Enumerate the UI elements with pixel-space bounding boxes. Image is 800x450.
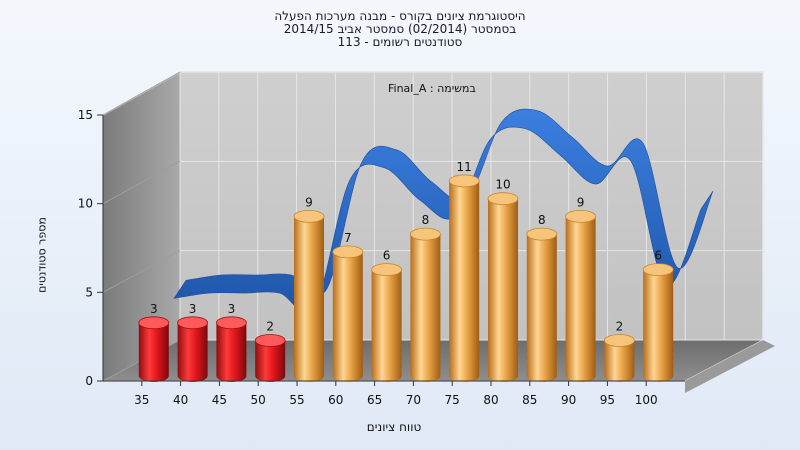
x-tick-label: 95 bbox=[600, 393, 615, 407]
title-line-3: סטודנטים רשומים - 113 bbox=[337, 35, 463, 49]
x-tick-label: 45 bbox=[212, 393, 227, 407]
chart-title: היסטוגרמת ציונים בקורס - מבנה מערכות הפע… bbox=[0, 10, 800, 49]
bar-body bbox=[449, 180, 480, 382]
bar-body bbox=[565, 216, 596, 382]
bar-top bbox=[487, 192, 519, 206]
bar-70: 8 bbox=[409, 213, 441, 382]
bar-top bbox=[642, 263, 674, 277]
grid-wall-line bbox=[102, 250, 181, 293]
y-tick-label: 5 bbox=[85, 285, 93, 299]
bar-top bbox=[565, 209, 596, 223]
bar-top bbox=[604, 334, 635, 347]
bar-top bbox=[293, 209, 325, 223]
bar-top bbox=[332, 245, 364, 259]
bar-50: 2 bbox=[254, 320, 286, 382]
bar-value-label: 2 bbox=[266, 320, 274, 334]
x-tick-label: 40 bbox=[173, 393, 188, 407]
bar-body bbox=[488, 198, 518, 382]
bar-top bbox=[371, 263, 403, 277]
bar-100: 6 bbox=[642, 249, 674, 382]
bar-85: 8 bbox=[526, 213, 558, 382]
x-tick-label: 80 bbox=[483, 393, 498, 407]
bar-value-label: 7 bbox=[344, 231, 352, 245]
bar-55: 9 bbox=[293, 195, 325, 382]
bar-95: 2 bbox=[604, 320, 635, 382]
bar-body bbox=[410, 234, 441, 382]
x-tick-label: 75 bbox=[445, 393, 460, 407]
bar-90: 9 bbox=[565, 195, 596, 382]
y-tick-label: 15 bbox=[78, 108, 93, 122]
x-tick-label: 70 bbox=[406, 393, 421, 407]
bar-body bbox=[526, 234, 557, 382]
bar-body bbox=[255, 340, 286, 382]
bar-top bbox=[138, 316, 170, 330]
bar-value-label: 3 bbox=[228, 302, 236, 316]
bar-value-label: 9 bbox=[577, 195, 585, 209]
x-tick-label: 65 bbox=[367, 393, 382, 407]
bar-top bbox=[526, 227, 558, 241]
bar-value-label: 3 bbox=[150, 302, 158, 316]
bar-value-label: 6 bbox=[654, 249, 662, 263]
y-tick-label: 0 bbox=[85, 374, 93, 388]
x-tick-label: 35 bbox=[134, 393, 149, 407]
axes: 0 5 10 15 35 40 45 50 55 60 65 70 75 80 85 90 95 100 bbox=[78, 108, 685, 407]
bar-body bbox=[294, 216, 324, 382]
bar-75: 11 bbox=[448, 160, 480, 382]
x-tick-label: 55 bbox=[289, 393, 304, 407]
grid-wall-line bbox=[102, 71, 181, 116]
bar-top bbox=[177, 316, 209, 330]
x-tick-label: 85 bbox=[522, 393, 537, 407]
bar-body bbox=[643, 269, 674, 382]
x-tick-label: 60 bbox=[328, 393, 343, 407]
bar-60: 7 bbox=[332, 231, 364, 382]
bar-value-label: 10 bbox=[495, 178, 510, 192]
task-label: במשימה : Final_A bbox=[388, 82, 476, 95]
bar-35: 3 bbox=[138, 302, 170, 382]
bar-top bbox=[254, 334, 286, 347]
left-wall bbox=[103, 72, 180, 381]
y-axis-label: מספר סטודנטים bbox=[35, 217, 49, 293]
title-line-1: היסטוגרמת ציונים בקורס - מבנה מערכות הפע… bbox=[274, 9, 526, 23]
bar-top bbox=[448, 174, 480, 188]
bar-body bbox=[216, 322, 247, 382]
bar-top bbox=[409, 227, 441, 241]
y-tick-label: 10 bbox=[78, 197, 93, 211]
x-tick-label: 50 bbox=[251, 393, 266, 407]
title-line-2: בסמסטר (02/2014) סמסטר אביב 2014/15 bbox=[283, 22, 517, 36]
x-tick-label: 90 bbox=[561, 393, 576, 407]
grid-wall-line bbox=[102, 160, 181, 205]
trend-ribbon-band bbox=[173, 108, 714, 314]
bar-body bbox=[177, 322, 208, 382]
x-tick-label: 100 bbox=[635, 393, 658, 407]
bar-45: 3 bbox=[215, 302, 247, 382]
floor-side bbox=[685, 340, 775, 393]
bar-body bbox=[332, 251, 363, 382]
bars: 3 3 3 2 9 7 6 8 11 10 8 9 2 6 bbox=[138, 160, 674, 382]
bar-top bbox=[215, 316, 247, 330]
bar-value-label: 8 bbox=[422, 213, 430, 227]
bar-value-label: 9 bbox=[305, 195, 313, 209]
bar-body bbox=[604, 340, 635, 382]
bar-40: 3 bbox=[177, 302, 209, 382]
bar-value-label: 3 bbox=[189, 302, 197, 316]
bar-value-label: 6 bbox=[383, 249, 391, 263]
bar-80: 10 bbox=[487, 178, 519, 382]
bar-value-label: 11 bbox=[457, 160, 472, 174]
bar-body bbox=[371, 269, 402, 382]
bar-value-label: 2 bbox=[616, 320, 624, 334]
bar-body bbox=[138, 322, 169, 382]
bar-value-label: 8 bbox=[538, 213, 546, 227]
bar-65: 6 bbox=[371, 249, 403, 382]
x-axis-label: טווח ציונים bbox=[366, 420, 422, 434]
trend-ribbon bbox=[173, 108, 714, 314]
